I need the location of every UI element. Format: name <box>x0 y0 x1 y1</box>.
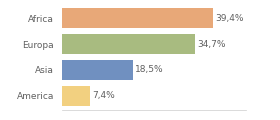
Text: 7,4%: 7,4% <box>92 91 115 100</box>
Text: 34,7%: 34,7% <box>197 40 226 49</box>
Bar <box>62 60 133 80</box>
Text: 39,4%: 39,4% <box>216 14 244 23</box>
Bar <box>62 34 195 54</box>
Bar <box>62 8 213 28</box>
Bar <box>62 86 90 106</box>
Text: 18,5%: 18,5% <box>135 65 164 74</box>
